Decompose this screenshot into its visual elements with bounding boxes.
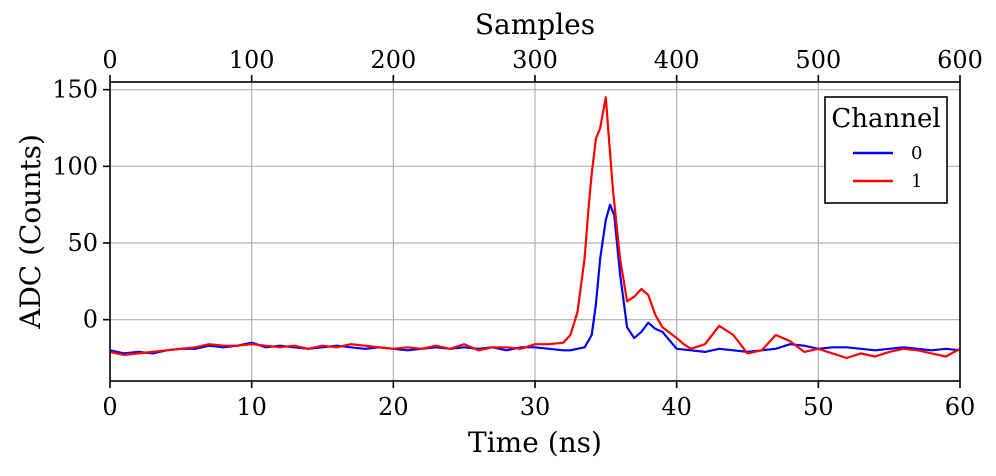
- x2-tick-label: 200: [370, 46, 416, 74]
- x-tick-label: 50: [803, 393, 834, 421]
- legend-label-channel-0: 0: [911, 143, 922, 164]
- y-tick-label: 150: [52, 76, 98, 104]
- legend: Channel 0 1: [824, 96, 948, 204]
- x-tick-label: 60: [945, 393, 976, 421]
- x-tick-label: 10: [236, 393, 267, 421]
- x2-tick-label: 100: [229, 46, 275, 74]
- x2-tick-label: 600: [937, 46, 983, 74]
- x2-tick-label: 300: [512, 46, 558, 74]
- y-axis-label: ADC (Counts): [14, 134, 47, 330]
- x-tick-label: 20: [378, 393, 409, 421]
- legend-label-channel-1: 1: [911, 171, 922, 192]
- x2-tick-label: 0: [102, 46, 117, 74]
- legend-box: [824, 96, 948, 204]
- tick-labels: 0 10 20 30 40 50 600 100 200 300 400 500 60005010015…: [52, 46, 983, 421]
- y-tick-label: 0: [83, 306, 98, 334]
- x2-tick-label: 400: [654, 46, 700, 74]
- y-tick-label: 50: [67, 229, 98, 257]
- legend-title: Channel: [831, 104, 940, 134]
- x-tick-label: 40: [661, 393, 692, 421]
- top-axis-label: Samples: [475, 8, 595, 41]
- series-line-channel-1: [109, 96, 961, 360]
- tick-marks: [103, 75, 961, 388]
- grid: [109, 82, 961, 381]
- series-lines: [109, 96, 961, 360]
- x-tick-label: 30: [520, 393, 551, 421]
- x-axis-label: Time (ns): [468, 426, 602, 459]
- x-tick-label: 0: [102, 393, 117, 421]
- x2-tick-label: 500: [795, 46, 841, 74]
- y-tick-label: 100: [52, 152, 98, 180]
